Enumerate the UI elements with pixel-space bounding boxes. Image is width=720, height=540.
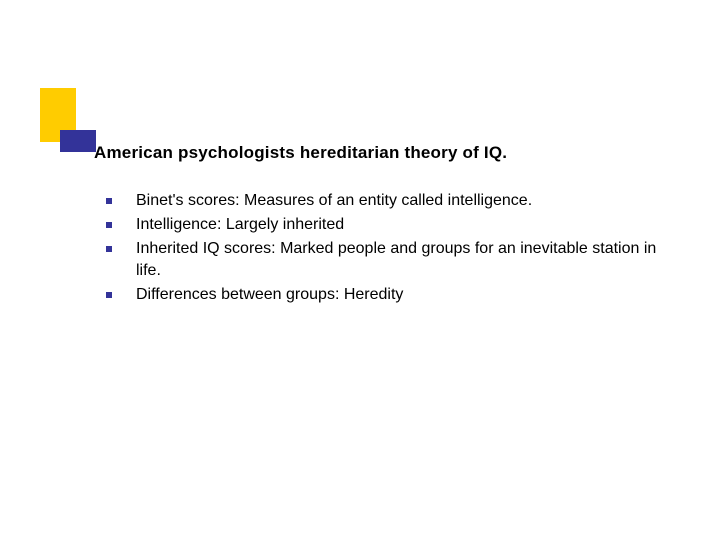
bullet-icon [106, 246, 112, 252]
slide-title: American psychologists hereditarian theo… [94, 143, 507, 163]
accent-block-blue [60, 130, 96, 152]
bullet-text: Intelligence: Largely inherited [136, 214, 676, 236]
bullet-icon [106, 292, 112, 298]
bullet-text: Binet's scores: Measures of an entity ca… [136, 190, 676, 212]
list-item: Inherited IQ scores: Marked people and g… [106, 238, 676, 282]
bullet-text: Inherited IQ scores: Marked people and g… [136, 238, 676, 282]
bullet-icon [106, 198, 112, 204]
slide: American psychologists hereditarian theo… [0, 0, 720, 540]
list-item: Binet's scores: Measures of an entity ca… [106, 190, 676, 212]
list-item: Differences between groups: Heredity [106, 284, 676, 306]
list-item: Intelligence: Largely inherited [106, 214, 676, 236]
bullet-list: Binet's scores: Measures of an entity ca… [106, 190, 676, 308]
bullet-text: Differences between groups: Heredity [136, 284, 676, 306]
bullet-icon [106, 222, 112, 228]
